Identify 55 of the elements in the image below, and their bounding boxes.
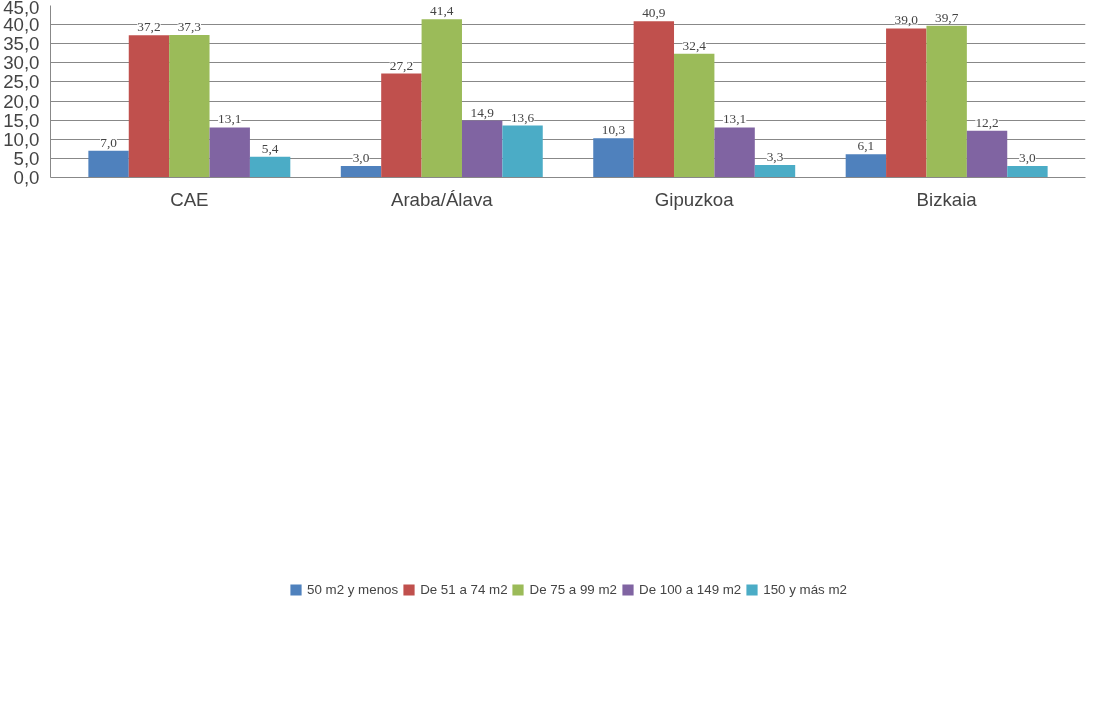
bar (461, 120, 503, 178)
data-label: 5,4 (261, 140, 279, 156)
bar (886, 28, 927, 178)
data-label: 7,0 (100, 134, 118, 150)
y-tick-label: 45,0 (3, 0, 40, 18)
data-label: 32,4 (682, 37, 707, 53)
bar (128, 35, 170, 178)
bar (502, 125, 543, 178)
data-label: 27,2 (389, 57, 414, 73)
data-label: 12,2 (975, 114, 999, 130)
y-tick-label: 35,0 (3, 33, 40, 55)
data-label: 39,0 (894, 12, 919, 28)
data-label: 3,0 (1019, 150, 1037, 166)
bar (633, 21, 675, 178)
legend-label: De 75 a 99 m2 (529, 581, 618, 597)
data-label: 6,1 (857, 138, 875, 154)
bar (966, 130, 1008, 178)
bar (169, 34, 210, 178)
data-label: 37,2 (137, 19, 161, 35)
bar (674, 53, 715, 178)
bar (754, 164, 796, 178)
bar (1007, 166, 1048, 178)
bar (845, 154, 887, 178)
x-tick-label: Araba/Álava (390, 188, 494, 210)
x-tick-label: Gipuzkoa (654, 188, 735, 210)
legend-label: De 51 a 74 m2 (420, 581, 508, 597)
bar (209, 127, 250, 178)
data-label: 13,6 (510, 109, 535, 125)
legend-label: De 100 a 149 m2 (639, 581, 742, 597)
bar (340, 166, 382, 178)
data-label: 10,3 (601, 122, 626, 138)
data-label: 14,9 (470, 104, 495, 120)
data-label: 3,3 (766, 148, 784, 164)
y-tick-label: 30,0 (3, 52, 40, 74)
data-label: 37,3 (177, 18, 202, 34)
legend-label: 50 m2 y menos (307, 581, 399, 597)
bar (381, 73, 422, 178)
data-label: 40,9 (642, 5, 666, 21)
legend-label: 150 y más m2 (763, 581, 847, 597)
data-label: 13,1 (722, 111, 747, 127)
bar (714, 127, 755, 178)
bar (593, 138, 634, 178)
bar (249, 156, 291, 178)
y-tick-label: 25,0 (3, 71, 40, 93)
x-tick-label: Bizkaia (916, 188, 978, 210)
y-tick-label: 20,0 (3, 90, 40, 112)
x-tick-label: CAE (170, 188, 209, 210)
y-tick-label: 0,0 (13, 167, 40, 188)
data-label: 13,1 (218, 111, 242, 127)
data-label: 39,7 (935, 9, 959, 25)
data-label: 3,0 (352, 150, 370, 166)
bar (88, 150, 129, 178)
bar (926, 25, 967, 178)
data-label: 41,4 (430, 3, 454, 19)
bar (421, 19, 462, 178)
